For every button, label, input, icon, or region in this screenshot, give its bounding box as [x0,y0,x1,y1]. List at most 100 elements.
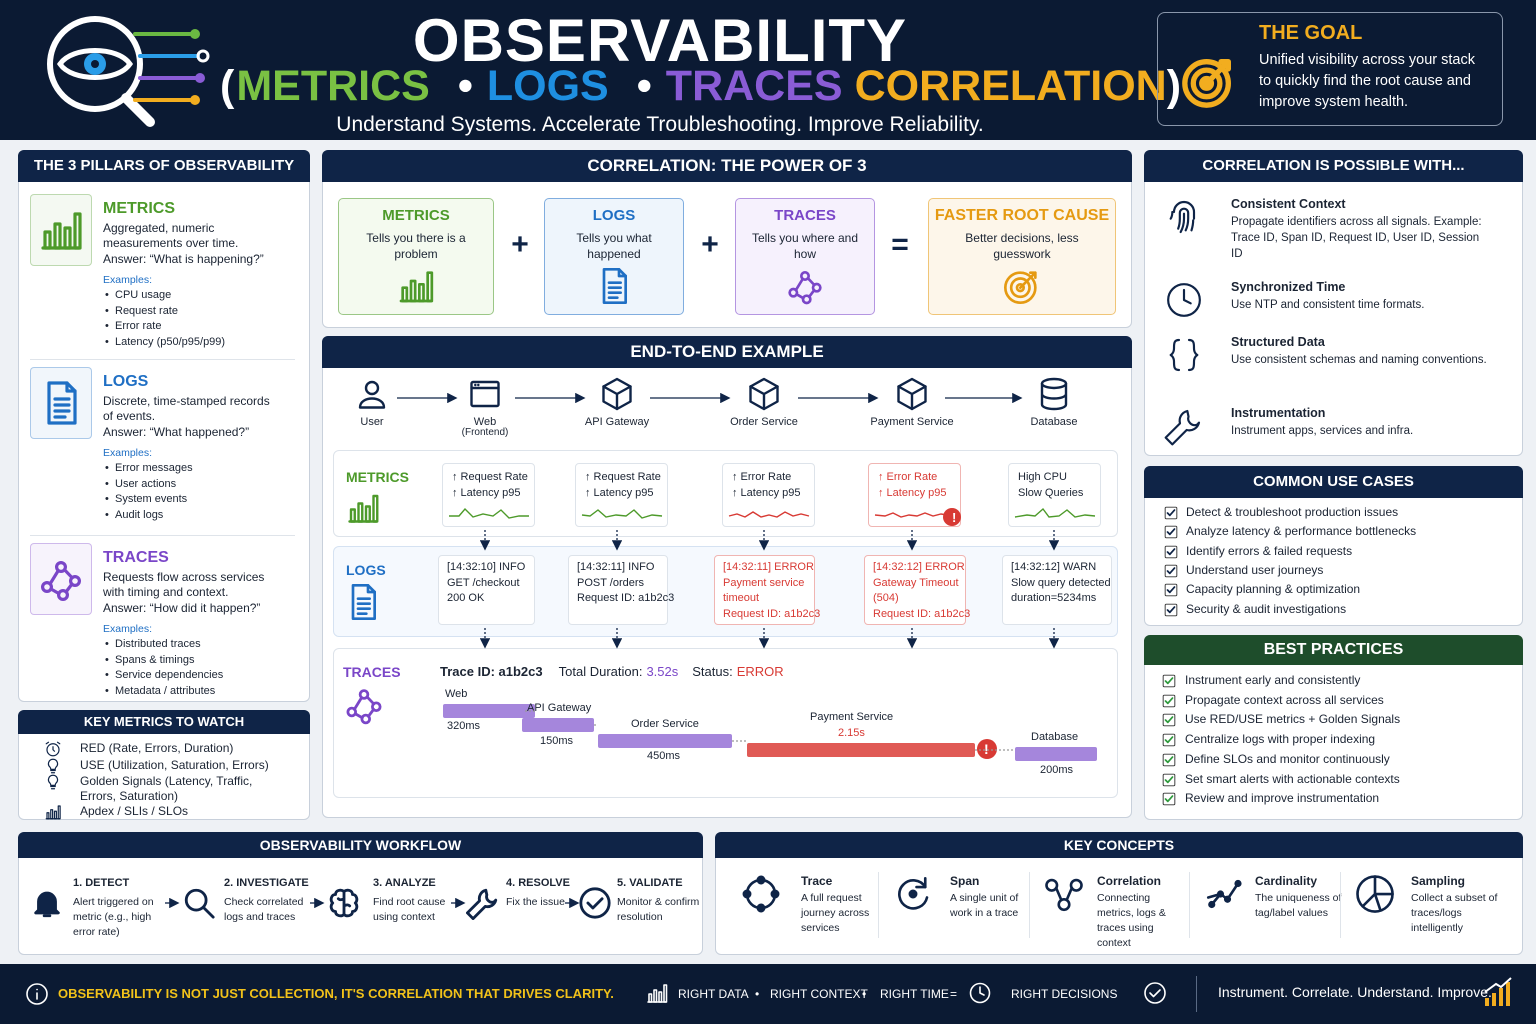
graphic [794,277,816,300]
correlation-text: Use consistent schemas and naming conven… [1231,354,1487,366]
key-metric-icon [44,740,62,758]
graphic [788,270,822,305]
tagline: Understand Systems. Accelerate Troublesh… [336,113,984,136]
equation-part: • [755,987,760,1001]
correlation-title: Instrumentation [1231,406,1326,420]
concept-text: Collect a subset of traces/logs intellig… [1411,892,1498,934]
graphic [1223,895,1232,903]
graphic [55,560,68,574]
metric-line: Slow Queries [1018,487,1084,499]
graphic [364,505,371,523]
footer-chart [1482,976,1514,1008]
graphic [1166,509,1176,517]
pillar-icon-box [30,367,92,439]
checkbox [1162,713,1176,727]
graphic [1162,773,1176,786]
span-bar [1015,747,1097,761]
graphic [1162,733,1176,747]
checkbox [1164,583,1178,597]
graphic [1190,67,1223,100]
metric-line: ↑ Error Rate [878,471,938,483]
graphic [358,380,386,409]
power-text: Better decisions, less guesswork [965,231,1079,261]
graphic [1164,716,1174,724]
equation-part: RIGHT TIME [880,987,949,1001]
log-card [714,555,815,625]
subtitle-part: ( [220,62,235,110]
goal-title: THE GOAL [1259,22,1363,44]
examples-label: Examples: [103,623,153,635]
graphic [34,891,60,915]
concept-title: Sampling [1411,874,1466,888]
node-label: Web [473,416,497,428]
graphic [1164,545,1178,558]
node-icon [746,376,782,412]
concept-text: A single unit of work in a trace [950,892,1019,919]
graphic [195,73,205,83]
graphic [1014,507,1096,518]
graphic [1164,696,1174,704]
correlation-text: Use NTP and consistent time formats. [1231,299,1425,311]
trace-id: Trace ID: a1b2c3 [440,664,543,679]
example-item: Error rate [105,320,162,332]
graphic [1164,736,1174,744]
span-bar [747,743,975,757]
divider [1340,872,1341,938]
info-icon [25,982,49,1006]
concept-icon [740,873,782,915]
workflow-icon [327,886,361,920]
graphic [1169,200,1196,234]
pillar-description: Aggregated, numeric measurements over ti… [103,221,239,250]
graphic [449,507,529,519]
correlation-icon [1164,406,1204,446]
graphic [1169,338,1199,372]
section-title: BEST PRACTICES [1144,635,1523,665]
node-icon [894,376,930,412]
graphic [48,568,74,596]
graphic [196,49,210,63]
best-practice: Propagate context across all services [1185,692,1384,707]
graphic [466,888,498,920]
log-line: (504) [873,592,899,604]
span-bar [522,718,594,732]
graphic [364,380,380,396]
node-label: API Gateway [584,416,650,428]
best-practice: Instrument early and consistently [1185,673,1361,687]
graphic [1166,586,1176,594]
graphic [1169,338,1199,372]
graphic [1164,525,1178,539]
graphic [1144,982,1166,1004]
graphic [1162,714,1176,727]
goal-box [1157,12,1503,126]
graphic [1162,773,1176,786]
graphic [1014,507,1096,518]
graphic [1166,547,1176,555]
graphic [742,875,780,913]
example-item: Request rate [105,305,178,317]
pillar-answer: Answer: “How did it happen?” [103,601,261,615]
key-metric: Apdex / SLIs / SLOs [80,804,189,818]
checkbox [1162,792,1176,806]
power-text: Tells you what happened [576,231,652,261]
checkbox [1162,674,1176,688]
graphic [351,584,376,620]
graphic [579,887,611,919]
subtitle-part: METRICS [236,62,430,110]
footer-motto: Instrument. Correlate. Understand. Impro… [1218,984,1492,1000]
metric-line: ↑ Latency p95 [585,487,654,499]
concept-title: Cardinality [1255,874,1318,888]
graphic [46,812,50,820]
divider [878,872,879,938]
power-text: Tells you where and how [751,231,859,261]
graphic [607,268,627,299]
divider [30,535,295,536]
logo [40,12,215,130]
log-line: [14:32:11] ERROR [723,561,814,573]
graphic [34,891,60,918]
graphic [1234,879,1242,888]
power-text: Tells you there is a problem [366,231,466,261]
log-card [568,555,668,625]
operator: + [701,228,719,261]
graphic [581,509,663,519]
graphic [63,226,72,250]
